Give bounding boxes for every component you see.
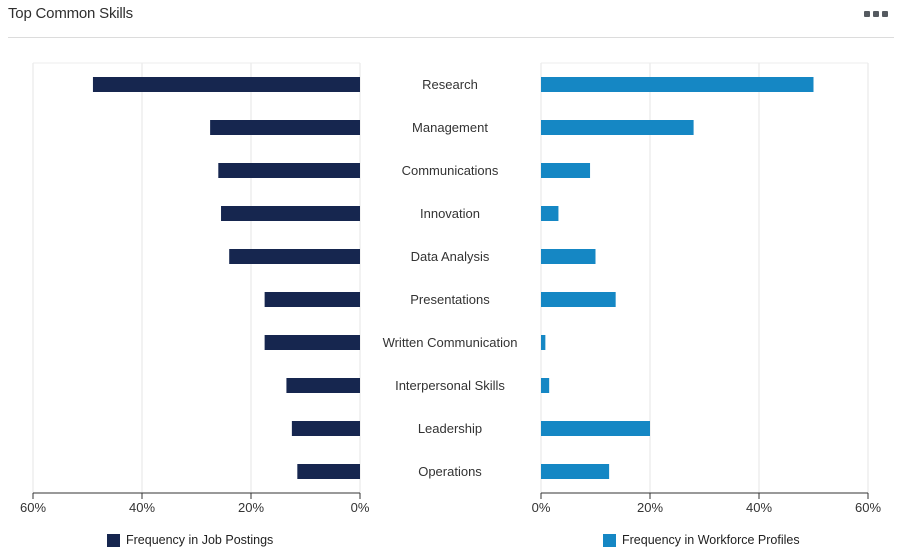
bar-workforce-profiles-innovation	[541, 206, 559, 221]
legend-swatch-workforce-profiles	[603, 533, 616, 547]
category-label-leadership: Leadership	[418, 421, 482, 436]
tick-label-right-60: 60%	[855, 500, 881, 515]
bar-workforce-profiles-interpersonal-skills	[541, 378, 550, 393]
legend-item-job-postings[interactable]: Frequency in Job Postings	[107, 533, 273, 547]
bar-workforce-profiles-written-communication	[541, 335, 546, 350]
bar-workforce-profiles-operations	[541, 464, 610, 479]
bar-job-postings-written-communication	[264, 335, 360, 350]
bar-workforce-profiles-leadership	[541, 421, 650, 436]
tick-label-right-0: 0%	[532, 500, 551, 515]
legend-label-workforce-profiles: Frequency in Workforce Profiles	[622, 533, 800, 547]
bar-job-postings-management	[210, 120, 360, 135]
header-divider	[8, 37, 894, 38]
category-label-research: Research	[422, 77, 478, 92]
bar-job-postings-innovation	[221, 206, 360, 221]
tick-label-right-20: 20%	[637, 500, 663, 515]
category-label-presentations: Presentations	[410, 292, 490, 307]
category-label-management: Management	[412, 120, 488, 135]
category-label-operations: Operations	[418, 464, 482, 479]
bar-workforce-profiles-management	[541, 120, 694, 135]
tick-label-left-40: 40%	[129, 500, 155, 515]
category-label-communications: Communications	[402, 163, 499, 178]
butterfly-bar-chart: Research Management Communications Innovati…	[20, 62, 881, 515]
tick-label-left-60: 60%	[20, 500, 46, 515]
legend-item-workforce-profiles[interactable]: Frequency in Workforce Profiles	[603, 533, 800, 547]
bar-job-postings-communications	[218, 163, 360, 178]
legend-swatch-job-postings	[107, 533, 120, 547]
category-label-written-communication: Written Communication	[383, 335, 518, 350]
bar-job-postings-operations	[297, 464, 360, 479]
chart-header: Top Common Skills	[0, 0, 902, 38]
bar-job-postings-leadership	[291, 421, 360, 436]
category-label-innovation: Innovation	[420, 206, 480, 221]
bar-job-postings-data-analysis	[229, 249, 360, 264]
tick-label-right-40: 40%	[746, 500, 772, 515]
bar-workforce-profiles-data-analysis	[541, 249, 596, 264]
bar-workforce-profiles-research	[541, 77, 814, 92]
more-horizontal-icon[interactable]	[864, 7, 888, 21]
chart-title: Top Common Skills	[8, 5, 133, 22]
bar-job-postings-research	[92, 77, 360, 92]
category-label-interpersonal-skills: Interpersonal Skills	[395, 378, 505, 393]
bar-workforce-profiles-communications	[541, 163, 591, 178]
tick-label-left-20: 20%	[238, 500, 264, 515]
bar-job-postings-presentations	[264, 292, 360, 307]
category-label-data-analysis: Data Analysis	[411, 249, 490, 264]
bar-workforce-profiles-presentations	[541, 292, 616, 307]
tick-label-left-0: 0%	[351, 500, 370, 515]
bar-job-postings-interpersonal-skills	[286, 378, 360, 393]
legend-label-job-postings: Frequency in Job Postings	[126, 533, 274, 547]
